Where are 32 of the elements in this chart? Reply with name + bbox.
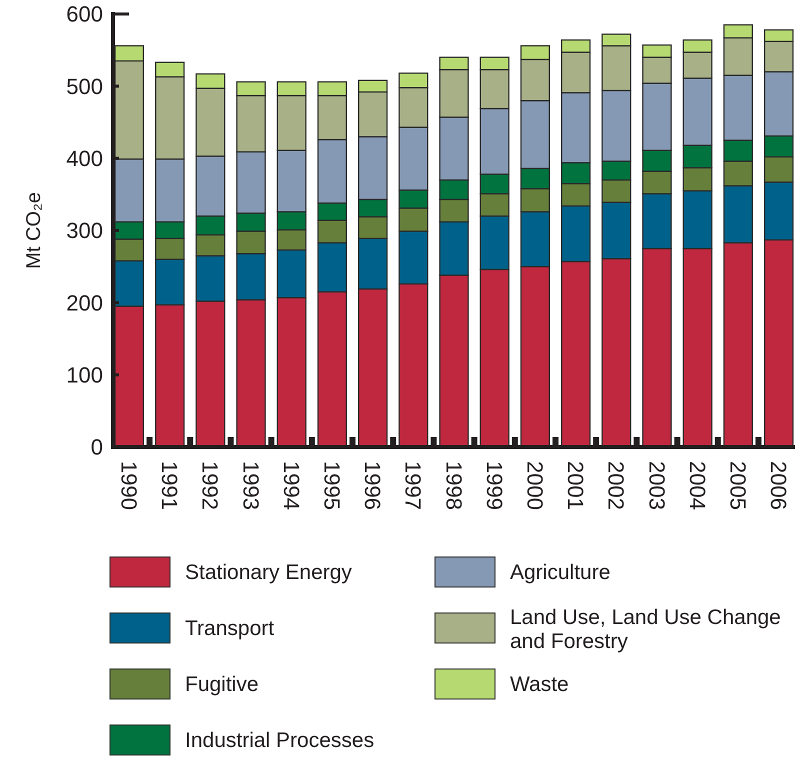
legend-label: Transport: [185, 617, 274, 640]
x-tick-label: 1996: [360, 461, 386, 510]
y-tick-label: 300: [66, 218, 103, 244]
legend-label: Waste: [510, 673, 569, 696]
x-tick-label: 2000: [522, 461, 548, 510]
x-tick-label: 2003: [644, 461, 670, 510]
x-tick-label: 1997: [400, 461, 426, 510]
legend-label: Land Use, Land Use Change and Forestry: [510, 606, 781, 653]
y-tick-label: 0: [90, 434, 103, 460]
x-tick-label: 2004: [684, 461, 710, 510]
x-tick-label: 2002: [604, 461, 629, 510]
x-tick-label: 1992: [198, 461, 223, 510]
x-tick-label: 1999: [482, 461, 507, 510]
x-tick-label: 2006: [766, 461, 792, 510]
x-tick-label: 1995: [320, 461, 345, 510]
y-tick-label: 200: [66, 290, 103, 316]
x-tick-label: 1990: [116, 461, 142, 510]
y-tick-label: 600: [66, 2, 103, 27]
legend-label: Fugitive: [185, 673, 259, 696]
x-tick-label: 1991: [157, 461, 182, 510]
y-axis-title: Mt CO₂e: [23, 192, 45, 269]
y-tick-label: 100: [66, 362, 103, 388]
x-tick-label: 1994: [278, 461, 304, 510]
y-tick-label: 500: [66, 74, 103, 99]
x-tick-label: 1993: [238, 461, 264, 510]
legend-label: Industrial Processes: [185, 729, 374, 752]
y-tick-label: 400: [66, 146, 103, 172]
x-tick-label: 2001: [563, 461, 588, 510]
legend-label: Stationary Energy: [185, 561, 352, 584]
legend-label: Agriculture: [510, 561, 610, 584]
x-tick-label: 1998: [441, 461, 466, 510]
x-tick-label: 2005: [725, 461, 750, 510]
